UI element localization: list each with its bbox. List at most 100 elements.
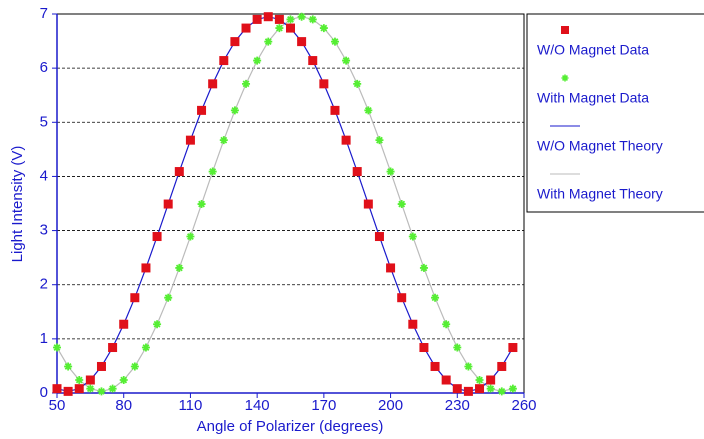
data-point xyxy=(163,199,173,209)
x-tick-label: 140 xyxy=(245,397,270,414)
data-point xyxy=(386,263,396,273)
data-point xyxy=(219,56,229,66)
data-point xyxy=(53,343,61,352)
data-point xyxy=(363,199,373,209)
legend-label: With Magnet Theory xyxy=(537,186,663,202)
data-point xyxy=(397,200,406,209)
data-point xyxy=(353,79,362,88)
data-point xyxy=(419,343,429,353)
data-point xyxy=(475,384,485,394)
data-point xyxy=(252,14,262,24)
x-tick-label: 200 xyxy=(378,397,403,414)
data-point xyxy=(341,135,351,145)
data-point xyxy=(64,362,73,371)
data-point xyxy=(286,23,295,33)
data-point xyxy=(208,167,217,176)
data-point xyxy=(141,263,151,273)
data-point xyxy=(264,37,273,46)
legend-marker xyxy=(561,74,569,82)
x-axis-label: Angle of Polarizer (degrees) xyxy=(197,418,384,435)
y-tick-label: 7 xyxy=(40,5,48,22)
data-point xyxy=(119,319,129,329)
data-point xyxy=(386,167,395,176)
x-tick-label: 230 xyxy=(445,397,470,414)
data-point xyxy=(230,37,240,47)
data-point xyxy=(308,15,317,24)
data-point xyxy=(174,167,184,177)
data-point xyxy=(453,343,462,352)
y-tick-label: 2 xyxy=(40,276,48,293)
data-point xyxy=(430,361,440,371)
data-point xyxy=(464,362,473,371)
data-point xyxy=(475,376,484,385)
data-point xyxy=(352,167,362,177)
data-point xyxy=(74,384,84,394)
data-point xyxy=(152,232,162,242)
data-point xyxy=(97,387,106,396)
data-point xyxy=(197,200,206,209)
data-point xyxy=(330,37,339,46)
data-point xyxy=(186,232,195,241)
x-tick-label: 260 xyxy=(511,397,536,414)
data-point xyxy=(441,375,451,385)
plot-frame xyxy=(56,13,525,394)
data-point xyxy=(108,384,117,393)
data-point xyxy=(164,293,173,302)
y-tick-label: 6 xyxy=(40,59,48,76)
data-point xyxy=(308,56,318,66)
data-point xyxy=(286,15,295,24)
data-point xyxy=(408,319,418,329)
data-point xyxy=(431,293,440,302)
y-tick-label: 1 xyxy=(40,330,48,347)
data-point xyxy=(219,136,228,145)
data-point xyxy=(497,387,506,396)
data-point xyxy=(397,293,407,303)
legend-label: With Magnet Data xyxy=(537,90,649,106)
data-point xyxy=(497,361,507,371)
y-tick-label: 3 xyxy=(40,222,48,239)
x-tick-label: 80 xyxy=(115,397,132,414)
y-tick-label: 4 xyxy=(40,167,48,184)
data-point xyxy=(52,384,62,394)
data-point xyxy=(374,232,384,242)
theory-line xyxy=(56,16,514,392)
data-point xyxy=(508,343,518,353)
data-point xyxy=(85,375,95,385)
data-point xyxy=(275,24,284,33)
y-tick-label: 5 xyxy=(40,113,48,130)
data-point xyxy=(130,362,139,371)
data-point xyxy=(486,375,496,385)
data-point xyxy=(319,24,328,33)
data-point xyxy=(242,79,251,88)
data-point xyxy=(208,79,218,89)
data-point xyxy=(419,263,428,272)
data-point xyxy=(297,12,306,21)
data-point xyxy=(408,232,417,241)
data-point xyxy=(297,37,307,47)
data-point xyxy=(253,56,262,65)
data-point xyxy=(330,105,340,115)
y-axis-label: Light Intensity (V) xyxy=(9,146,26,263)
data-point xyxy=(197,105,207,115)
legend-marker xyxy=(561,26,569,34)
theory-line xyxy=(56,16,514,392)
data-point xyxy=(96,361,106,371)
data-point xyxy=(274,14,284,24)
data-point xyxy=(241,23,251,33)
data-point xyxy=(319,79,329,89)
x-tick-label: 170 xyxy=(311,397,336,414)
legend-box xyxy=(526,13,704,213)
data-point xyxy=(63,386,73,396)
data-point xyxy=(364,106,373,115)
data-point xyxy=(486,384,495,393)
data-point xyxy=(508,384,517,393)
data-point xyxy=(230,106,239,115)
data-point xyxy=(119,376,128,385)
data-point xyxy=(442,320,451,329)
data-point xyxy=(452,384,462,394)
y-tick-label: 0 xyxy=(40,384,48,401)
data-point xyxy=(375,136,384,145)
x-tick-label: 110 xyxy=(178,397,202,414)
